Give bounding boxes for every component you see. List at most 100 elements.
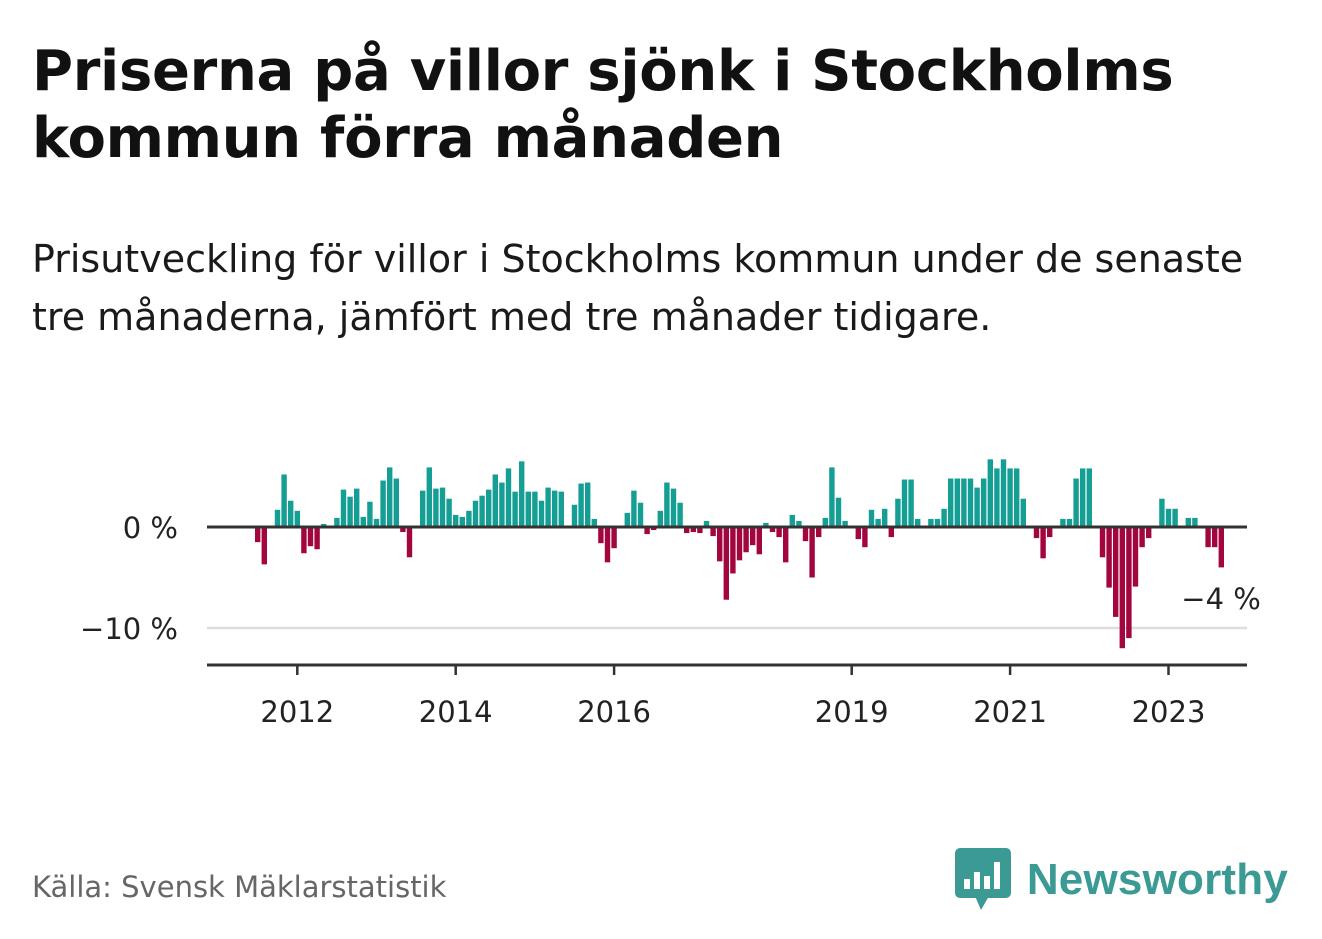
bar [545, 487, 551, 527]
bar [525, 491, 531, 527]
bar [1080, 468, 1086, 527]
bar [822, 517, 828, 527]
bar [387, 467, 393, 527]
bar [393, 478, 399, 527]
bar [1205, 527, 1211, 548]
bar [367, 501, 373, 527]
bar [644, 527, 650, 535]
x-tick-label: 2021 [973, 695, 1047, 729]
x-tick-label: 2012 [260, 695, 334, 729]
y-tick-label: −10 % [80, 612, 178, 646]
bar [1139, 527, 1145, 548]
bar [631, 490, 637, 527]
bar [505, 468, 512, 527]
bar [1099, 527, 1106, 558]
bar [288, 500, 294, 527]
bar-chart: 0 % −10 % 2012 2014 2016 2019 2021 2023 −4 % [80, 459, 1261, 729]
bar [1159, 498, 1165, 527]
bar [380, 480, 386, 527]
y-tick-label: 0 % [123, 511, 178, 545]
bar [538, 500, 545, 527]
bar [499, 482, 505, 527]
bar [783, 527, 789, 563]
bar [1132, 527, 1139, 587]
bar [802, 527, 809, 542]
bar [934, 518, 941, 527]
bar [901, 479, 908, 527]
bar [651, 527, 657, 531]
bar [948, 478, 954, 527]
bar [321, 523, 327, 527]
bar [552, 490, 558, 527]
bar [558, 491, 564, 527]
bar [1060, 518, 1066, 527]
bar [710, 527, 716, 537]
bar [855, 527, 861, 540]
bar [1020, 498, 1026, 527]
bar [439, 487, 446, 527]
bar [717, 527, 723, 562]
bar [763, 522, 769, 527]
bar [591, 518, 597, 527]
bar [578, 483, 584, 527]
bar [406, 527, 413, 558]
bar [1192, 517, 1198, 527]
bar [1007, 468, 1013, 527]
bar-chart-speech-bubble-icon [954, 848, 1015, 912]
bar [585, 482, 591, 527]
bar [354, 488, 360, 527]
bar [400, 527, 406, 533]
bar [255, 527, 261, 543]
bar [796, 520, 802, 527]
bar [1172, 508, 1178, 527]
bar [420, 490, 426, 527]
chart-title: Priserna på villor sjönk i Stockholms ko… [32, 39, 1174, 171]
bar [703, 520, 710, 527]
bar [1106, 527, 1112, 588]
bar [1212, 527, 1218, 548]
bar [598, 527, 604, 544]
bar [459, 516, 465, 527]
bar [928, 518, 934, 527]
bar [1185, 517, 1191, 527]
bar [888, 527, 894, 538]
bar [961, 478, 967, 527]
bar [281, 474, 287, 527]
bar [862, 527, 868, 548]
bar [446, 498, 452, 527]
bar [360, 516, 366, 527]
bar [1126, 527, 1132, 639]
bar [895, 498, 901, 527]
bar [769, 527, 776, 533]
bar [1119, 527, 1125, 649]
x-tick-label: 2016 [577, 695, 651, 729]
bar [519, 461, 525, 527]
x-tick-label: 2023 [1132, 695, 1206, 729]
brand-name: Newsworthy [1026, 855, 1288, 904]
bar [723, 527, 729, 600]
bar [426, 467, 432, 527]
bar [994, 468, 1000, 527]
bar [1014, 468, 1020, 527]
bar [604, 527, 611, 563]
bar [532, 491, 538, 527]
bar [842, 520, 848, 527]
bar [624, 512, 630, 527]
bar [486, 489, 492, 527]
bar [571, 504, 578, 527]
bar [307, 527, 314, 547]
bar [967, 478, 974, 527]
bar [294, 510, 300, 527]
x-tick-label: 2014 [419, 695, 493, 729]
bar [664, 482, 670, 527]
bar [479, 495, 485, 527]
x-axis [207, 663, 1247, 675]
bar [915, 518, 921, 527]
last-value-label: −4 % [1181, 582, 1261, 616]
bar [974, 487, 980, 527]
bar [684, 527, 690, 534]
bar [1073, 478, 1079, 527]
bar [1218, 527, 1224, 568]
bar [875, 518, 881, 527]
